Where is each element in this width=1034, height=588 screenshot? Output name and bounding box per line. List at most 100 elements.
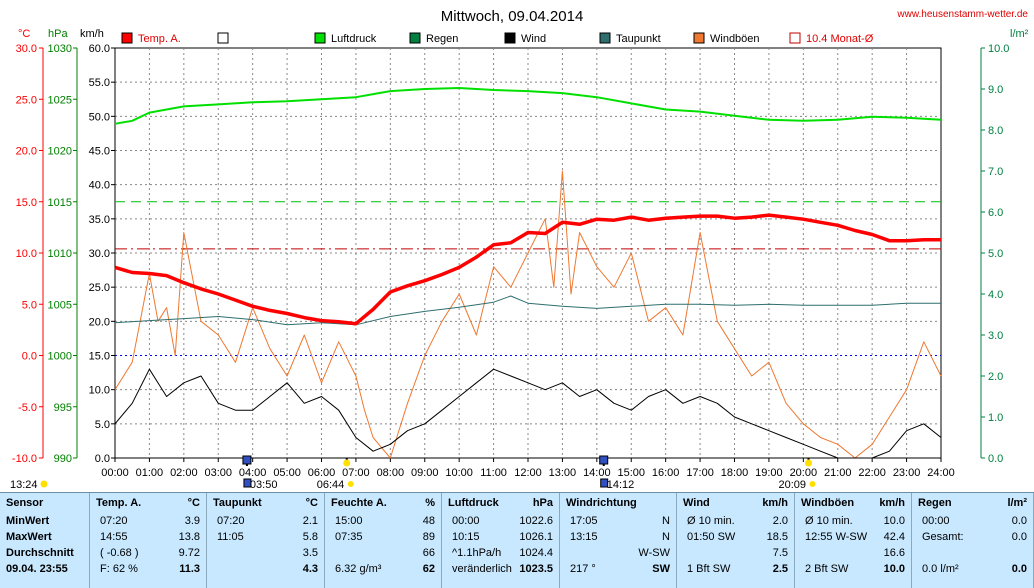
x-tick-label: 05:00: [273, 467, 301, 479]
wind-tick-label: 50.0: [89, 111, 110, 123]
x-tick-label: 22:00: [858, 467, 886, 479]
table-column: Luftdruck hPa 00:00 1022.6 10:15 1026.1 ^1.1hP…: [442, 493, 560, 588]
cell-label: 00:00: [922, 515, 950, 527]
cell-value: 66: [422, 547, 435, 559]
cell-value: 3.5: [302, 547, 318, 559]
table-column: Feuchte A.% 15:00 48 07:35 89 66 6.32 g/m³ 62: [325, 493, 442, 588]
table-row: Ø 10 min. 10.0: [795, 513, 911, 529]
wind-tick-label: 5.0: [95, 419, 110, 431]
table-header: Taupunkt °C: [207, 495, 324, 511]
temp-tick-label: 20.0: [16, 146, 37, 158]
cell-label: Durchschnitt: [6, 547, 74, 559]
cell-value: 2.5: [772, 563, 788, 575]
table-header: Feuchte A.%: [325, 495, 441, 511]
rain-tick-label: 1.0: [988, 412, 1003, 424]
chart-title: Mittwoch, 09.04.2014: [441, 8, 584, 25]
wind-tick-label: 10.0: [89, 385, 110, 397]
series-line: [114, 87, 942, 125]
column-header: Regen: [918, 497, 952, 509]
x-tick-label: 12:00: [514, 467, 542, 479]
legend-swatch: [599, 32, 611, 44]
table-row: 10:15 1026.1: [442, 529, 559, 545]
cell-value: 89: [422, 531, 435, 543]
legend-label: Windböen: [710, 33, 760, 45]
table-row: ( -0.68 ) 9.72: [90, 545, 206, 561]
temp-tick-label: 5.0: [22, 299, 37, 311]
table-row: 07:35 89: [325, 529, 441, 545]
cell-value: 62: [422, 563, 435, 575]
table-row: 15:00 48: [325, 513, 441, 529]
rain-tick-label: 2.0: [988, 371, 1003, 383]
legend-swatch: [409, 32, 421, 44]
cell-label: 17:05: [570, 515, 598, 527]
weather-chart: Mittwoch, 09.04.2014 www.heusenstamm-wet…: [10, 8, 1029, 491]
table-row: MaxWert: [0, 529, 89, 545]
x-axis: 00:00 01:00 02:00 03:00 04:00 05:00 06:00 07:00…: [101, 458, 955, 479]
x-tick-label: 19:00: [755, 467, 783, 479]
column-header: Taupunkt: [213, 497, 262, 509]
sun-moon-markers: 13:24 06:44 20:09 03:50 14:12: [10, 455, 816, 491]
x-tick-label: 09:00: [411, 467, 439, 479]
table-row: 14:55 13.8: [90, 529, 206, 545]
table-column: Windrichtung 17:05 N 13:15 N W-SW 217 ° SW: [560, 493, 677, 588]
table-column: Regen l/m² 00:00 0.0 Gesamt: 0.0 0.0 l/m² 0.0: [912, 493, 1034, 588]
legend-swatch: [693, 32, 705, 44]
table-row: 00:00 0.0: [912, 513, 1033, 529]
cell-value: 42.4: [883, 531, 905, 543]
table-row: 6.32 g/m³ 62: [325, 561, 441, 577]
sunset-label: 20:09: [778, 479, 806, 491]
x-tick-label: 17:00: [686, 467, 714, 479]
rain-tick-label: 8.0: [988, 125, 1003, 137]
cell-value: 1024.4: [519, 547, 553, 559]
cell-value: 7.5: [772, 547, 788, 559]
table-row: 01:50 SW 18.5: [677, 529, 794, 545]
cell-value: 3.9: [184, 515, 200, 527]
table-row: 7.5: [677, 545, 794, 561]
wind-tick-label: 40.0: [89, 180, 110, 192]
column-unit: °C: [305, 497, 318, 509]
moonset-label: 03:50: [250, 479, 278, 491]
column-unit: hPa: [532, 497, 553, 509]
x-tick-label: 03:00: [204, 467, 232, 479]
temp-tick-label: -5.0: [18, 402, 37, 414]
table-row: 2 Bft SW 10.0: [795, 561, 911, 577]
pressure-tick-label: 1025: [48, 94, 72, 106]
table-row: ^1.1hPa/h 1024.4: [442, 545, 559, 561]
series-line: [114, 170, 942, 459]
rain-unit-label: l/m²: [1010, 28, 1029, 40]
column-unit: km/h: [879, 497, 905, 509]
temp-tick-label: 30.0: [16, 43, 37, 55]
site-url[interactable]: www.heusenstamm-wetter.de: [896, 9, 1028, 20]
wind-unit-label: km/h: [80, 28, 104, 40]
legend-swatch: [217, 32, 229, 44]
cell-value: 1026.1: [519, 531, 553, 543]
cell-label: MaxWert: [6, 531, 52, 543]
wind-tick-label: 25.0: [89, 282, 110, 294]
legend-swatch: [314, 32, 326, 44]
rain-tick-label: 0.0: [988, 453, 1003, 465]
series-line: [114, 368, 942, 459]
table-row: 0.0 l/m² 0.0: [912, 561, 1033, 577]
x-tick-label: 07:00: [342, 467, 370, 479]
table-row: MinWert: [0, 513, 89, 529]
table-header: Wind km/h: [677, 495, 794, 511]
pressure-unit-label: hPa: [48, 28, 68, 40]
table-column: Wind km/h Ø 10 min. 2.0 01:50 SW 18.5 7.5 1 Bft…: [677, 493, 795, 588]
cell-label: 11:05: [217, 531, 244, 543]
table-row: Ø 10 min. 2.0: [677, 513, 794, 529]
table-row: 66: [325, 545, 441, 561]
table-header: Windböen km/h: [795, 495, 911, 511]
x-tick-label: 02:00: [170, 467, 198, 479]
table-row: Gesamt: 0.0: [912, 529, 1033, 545]
table-header: Windrichtung: [560, 495, 676, 511]
table-row: 1 Bft SW 2.5: [677, 561, 794, 577]
cell-value: W-SW: [638, 547, 670, 559]
reference-lines: [115, 201, 941, 356]
moon-icon: [242, 455, 252, 465]
table-row: 07:20 3.9: [90, 513, 206, 529]
sun-icon: [40, 480, 48, 488]
column-header: Windrichtung: [566, 497, 637, 509]
x-tick-label: 10:00: [445, 467, 473, 479]
x-tick-label: 13:00: [549, 467, 577, 479]
x-tick-label: 20:00: [790, 467, 818, 479]
